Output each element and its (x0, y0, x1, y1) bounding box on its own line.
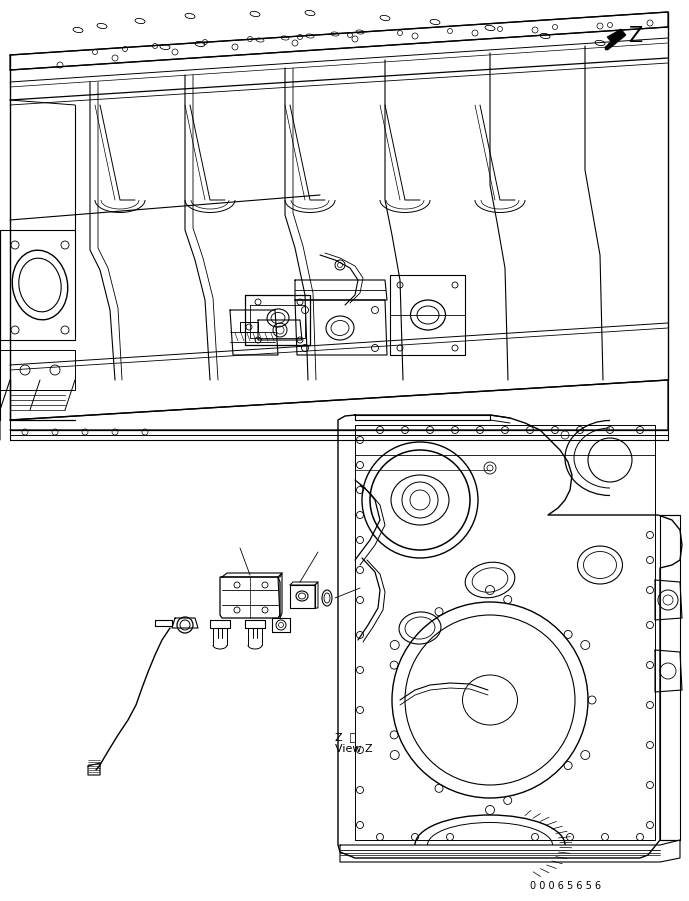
Text: Z  視: Z 視 (335, 732, 356, 742)
Text: Z: Z (628, 26, 642, 46)
Text: 0 0 0 6 5 6 5 6: 0 0 0 6 5 6 5 6 (530, 881, 601, 891)
Text: View Z: View Z (335, 744, 373, 754)
Polygon shape (605, 41, 616, 50)
Polygon shape (605, 29, 626, 48)
